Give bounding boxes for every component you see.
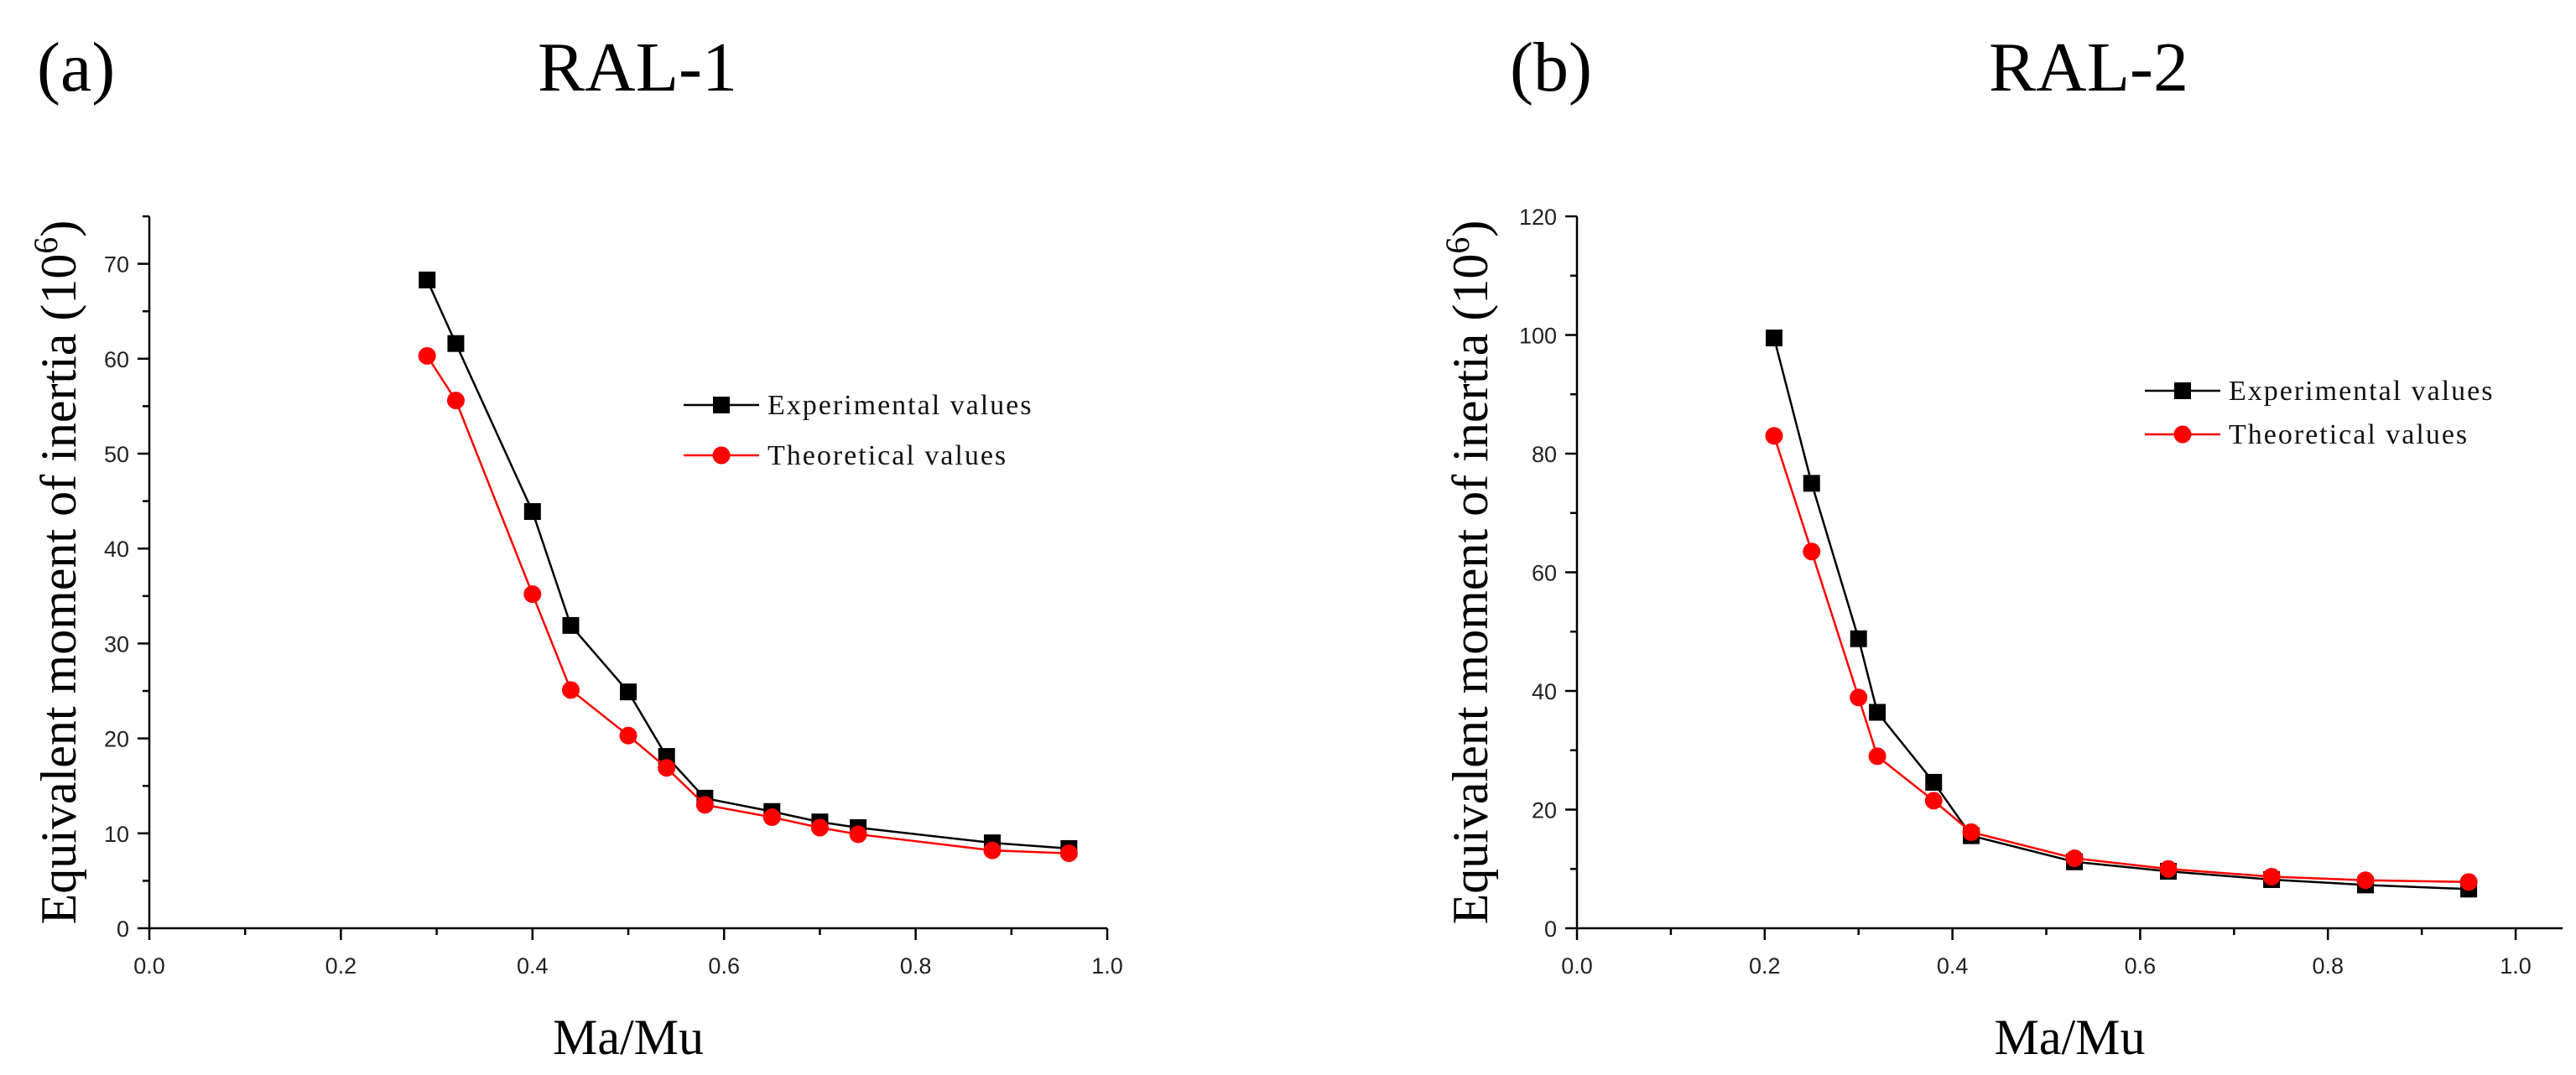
y-axis-label-exponent: 6 — [27, 237, 65, 254]
y-tick-label: 10 — [104, 822, 129, 847]
y-tick-label: 70 — [104, 252, 129, 278]
data-point — [1850, 630, 1867, 647]
x-tick-label: 0.4 — [517, 953, 549, 979]
y-tick-label: 20 — [1532, 798, 1557, 823]
data-point — [419, 271, 436, 288]
data-point — [562, 616, 580, 634]
series-theoretical — [1765, 427, 2478, 891]
x-tick-label: 0.0 — [1561, 953, 1593, 979]
x-axis-label: Ma/Mu — [1995, 1010, 2146, 1065]
x-axis-label: Ma/Mu — [553, 1010, 704, 1065]
legend-marker — [713, 397, 730, 413]
x-tick-label: 0.6 — [2125, 953, 2157, 979]
y-tick-label: 100 — [1519, 324, 1557, 349]
data-point — [1059, 844, 1078, 863]
x-tick-label: 0.2 — [325, 953, 357, 979]
chart-title: RAL-2 — [1989, 29, 2188, 106]
data-point — [418, 346, 436, 365]
x-tick-label: 1.0 — [1091, 953, 1123, 979]
chart-title: RAL-1 — [538, 29, 737, 106]
x-tick-label: 0.2 — [1749, 953, 1781, 979]
y-axis-label-main: Equivalent moment of inertia (10 — [31, 254, 86, 925]
y-tick-label: 80 — [1532, 442, 1557, 467]
y-tick-label: 40 — [1532, 679, 1557, 704]
legend-marker — [2174, 382, 2191, 399]
data-point — [849, 825, 867, 844]
data-point — [447, 335, 465, 352]
data-point — [1868, 747, 1886, 766]
panel-label: (a) — [37, 29, 115, 106]
y-axis-label-close: ) — [1443, 221, 1498, 237]
y-axis-label-main: Equivalent moment of inertia (10 — [1443, 254, 1498, 925]
series-line — [426, 355, 1069, 854]
series-experimental — [1766, 330, 2478, 898]
data-point — [561, 681, 580, 699]
data-point — [1924, 792, 1943, 810]
data-point — [983, 841, 1002, 859]
y-axis-label-close: ) — [31, 221, 86, 237]
legend-label: Theoretical values — [768, 440, 1007, 471]
chart-panel-1: (a) RAL-1 0.0 0.2 0.4 0.6 0.8 1.0 0 10 20 30 40 50 60 7… — [27, 29, 1123, 1065]
data-point — [695, 796, 714, 814]
legend-label: Experimental values — [2229, 376, 2495, 407]
data-point — [2356, 871, 2375, 890]
x-tick-label: 0.6 — [708, 953, 740, 979]
series-experimental — [419, 271, 1078, 857]
legend-marker — [2173, 425, 2192, 444]
y-axis-label-exponent: 6 — [1439, 237, 1476, 254]
y-tick-label: 120 — [1519, 205, 1557, 230]
data-point — [1850, 688, 1868, 707]
legend: Experimental values Theoretical values — [2145, 376, 2495, 450]
y-axis-label: Equivalent moment of inertia (106) — [27, 221, 86, 925]
data-point — [523, 585, 542, 604]
data-point — [523, 503, 541, 521]
x-tick-label: 0.0 — [133, 953, 165, 979]
legend-label: Experimental values — [768, 390, 1033, 421]
y-tick-label: 0 — [117, 917, 129, 942]
y-tick-label: 60 — [1532, 561, 1557, 586]
y-tick-label: 40 — [104, 537, 129, 562]
data-point — [446, 392, 465, 410]
data-point — [2065, 849, 2084, 868]
x-tick-label: 1.0 — [2500, 953, 2532, 979]
y-tick-label: 0 — [1544, 917, 1557, 942]
data-point — [762, 808, 781, 827]
y-tick-label: 50 — [104, 442, 129, 467]
legend-marker — [712, 446, 731, 465]
data-point — [2159, 859, 2178, 878]
series-theoretical — [418, 346, 1078, 863]
legend: Experimental values Theoretical values — [684, 390, 1033, 471]
data-point — [2262, 867, 2281, 885]
data-point — [1962, 823, 1980, 841]
data-point — [658, 759, 676, 777]
x-tick-label: 0.8 — [2312, 953, 2344, 979]
panel-label: (b) — [1510, 29, 1592, 106]
y-tick-label: 20 — [104, 727, 129, 752]
data-point — [810, 818, 829, 837]
y-tick-label: 30 — [104, 631, 129, 657]
chart-panel-2: (b) RAL-2 0.0 0.2 0.4 0.6 0.8 1.0 0 20 40 60 80 100 12… — [1439, 29, 2563, 1065]
y-axis-label: Equivalent moment of inertia (106) — [1439, 221, 1498, 925]
data-point — [1803, 475, 1820, 492]
data-point — [1766, 330, 1782, 347]
data-point — [1925, 773, 1943, 791]
data-point — [1869, 704, 1886, 721]
data-point — [619, 726, 637, 745]
series-line — [1772, 435, 2469, 884]
series-line — [426, 279, 1069, 850]
legend-label: Theoretical values — [2229, 419, 2469, 450]
data-point — [620, 683, 637, 701]
x-tick-label: 0.4 — [1937, 953, 1969, 979]
y-tick-label: 60 — [104, 347, 129, 372]
data-point — [1765, 427, 1783, 445]
x-tick-label: 0.8 — [900, 953, 932, 979]
data-point — [2459, 873, 2478, 891]
data-point — [1803, 543, 1821, 561]
